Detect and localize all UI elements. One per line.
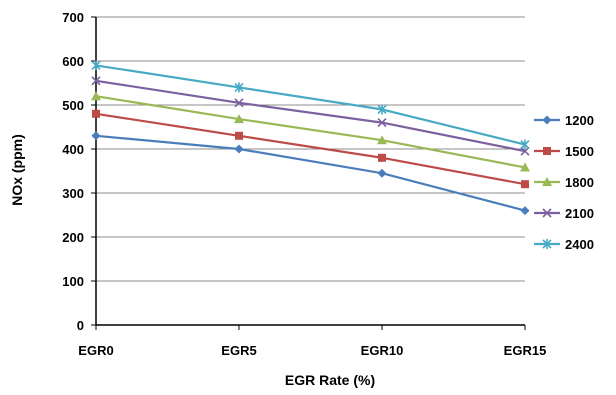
legend-label: 2400 bbox=[565, 237, 594, 252]
legend-marker bbox=[542, 208, 552, 218]
data-point bbox=[520, 139, 530, 150]
axes: 0 100 200 300 400 500 600 700 EGR0 EGR5 EGR10 EGR15 bbox=[62, 10, 546, 358]
data-point bbox=[378, 153, 386, 162]
data-point bbox=[91, 60, 101, 71]
data-point bbox=[377, 104, 387, 115]
data-point bbox=[234, 144, 244, 154]
x-tick-label: EGR5 bbox=[221, 343, 256, 358]
data-point bbox=[377, 118, 387, 128]
y-tick-label: 200 bbox=[62, 230, 84, 245]
y-tick-label: 700 bbox=[62, 10, 84, 25]
series-1200 bbox=[91, 131, 530, 216]
y-tick-label: 500 bbox=[62, 98, 84, 113]
legend-item-1800: 1800 bbox=[534, 175, 594, 190]
y-tick-label: 600 bbox=[62, 54, 84, 69]
y-tick-label: 0 bbox=[77, 318, 84, 333]
x-tick-label: EGR15 bbox=[504, 343, 547, 358]
data-point bbox=[520, 146, 530, 156]
legend-marker bbox=[543, 147, 551, 155]
series-line bbox=[95, 79, 526, 153]
series-line bbox=[95, 112, 526, 186]
x-tick-label: EGR10 bbox=[361, 343, 404, 358]
legend-label: 1500 bbox=[565, 144, 594, 159]
data-point bbox=[91, 91, 101, 101]
legend-label: 1200 bbox=[565, 113, 594, 128]
y-axis-title: NOx (ppm) bbox=[9, 134, 25, 206]
series-lines bbox=[91, 60, 530, 216]
data-point bbox=[377, 135, 387, 145]
y-tick-label: 300 bbox=[62, 186, 84, 201]
legend: 1200 1500 1800 2100 2400 bbox=[534, 113, 594, 252]
data-point bbox=[91, 76, 101, 86]
data-point bbox=[235, 131, 243, 140]
legend-label: 1800 bbox=[565, 175, 594, 190]
series-1500 bbox=[92, 109, 529, 189]
legend-item-1200: 1200 bbox=[534, 113, 594, 128]
legend-marker bbox=[542, 115, 552, 125]
data-point bbox=[91, 131, 101, 141]
series-1800 bbox=[91, 91, 530, 172]
legend-marker bbox=[542, 177, 552, 186]
series-2400 bbox=[91, 60, 530, 150]
gridlines bbox=[96, 16, 525, 282]
data-point bbox=[377, 168, 387, 178]
x-axis-title: EGR Rate (%) bbox=[285, 372, 375, 388]
data-point bbox=[520, 162, 530, 172]
legend-item-1500: 1500 bbox=[534, 144, 594, 159]
data-point bbox=[234, 98, 244, 108]
data-point bbox=[234, 114, 244, 124]
data-point bbox=[234, 82, 244, 93]
legend-marker bbox=[542, 239, 552, 249]
x-tick-label: EGR0 bbox=[78, 343, 113, 358]
series-2100 bbox=[91, 76, 530, 156]
data-point bbox=[520, 206, 530, 216]
legend-item-2400: 2400 bbox=[534, 237, 594, 252]
series-line bbox=[95, 64, 526, 146]
data-point bbox=[521, 180, 529, 189]
series-line bbox=[95, 95, 526, 169]
series-line bbox=[95, 134, 526, 212]
data-point bbox=[92, 109, 100, 118]
legend-label: 2100 bbox=[565, 206, 594, 221]
y-tick-label: 400 bbox=[62, 142, 84, 157]
y-tick-label: 100 bbox=[62, 274, 84, 289]
legend-item-2100: 2100 bbox=[534, 206, 594, 221]
